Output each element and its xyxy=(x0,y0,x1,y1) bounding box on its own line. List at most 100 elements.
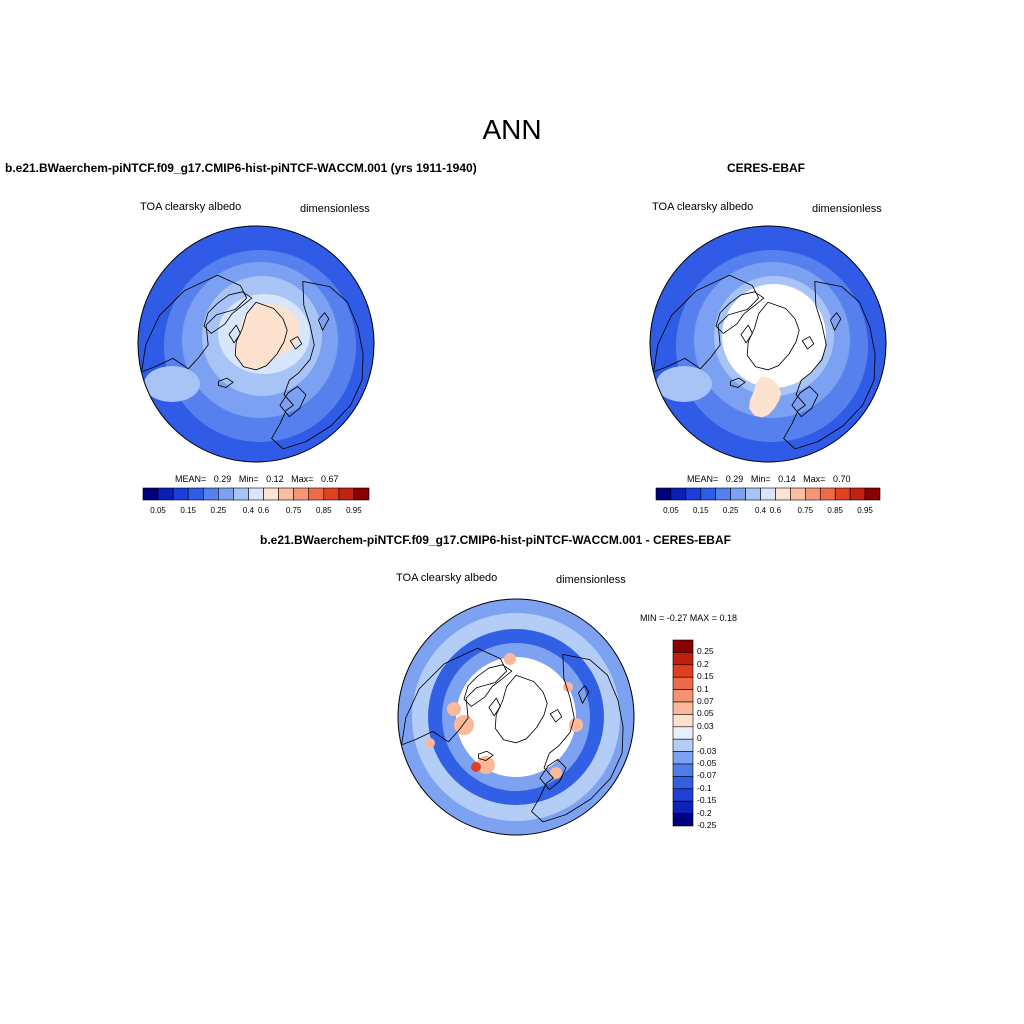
colorbar-tick-label: 0.75 xyxy=(797,506,814,515)
coastline-svalbard xyxy=(289,336,303,350)
colorbar-swatch xyxy=(849,487,866,501)
coastline-eurasia xyxy=(271,281,364,450)
coastline-baffin xyxy=(228,324,241,344)
field-anomaly xyxy=(569,718,583,732)
colorbar-swatch xyxy=(672,689,694,703)
coastline-svalbard xyxy=(801,336,815,350)
field-anomaly xyxy=(749,375,782,418)
diff-panel-title: b.e21.BWaerchem-piNTCF.f09_g17.CMIP6-his… xyxy=(260,533,731,547)
colorbar-swatch xyxy=(248,487,264,501)
colorbar-tick-label: -0.1 xyxy=(697,782,712,793)
colorbar-swatch xyxy=(172,487,189,501)
field-anomaly xyxy=(471,762,481,772)
colorbar-tick-label: 0.25 xyxy=(697,646,714,657)
coastline-svalbard xyxy=(549,709,563,723)
map-boundary xyxy=(137,225,375,463)
coastline-iceland xyxy=(478,750,494,761)
coastline-novaya xyxy=(317,312,330,331)
coastline-baffin xyxy=(740,324,753,344)
colorbar-swatch xyxy=(672,738,694,752)
obs-min-label: Min= xyxy=(750,474,771,484)
colorbar-tick-label: 0.95 xyxy=(346,506,362,515)
colorbar-tick-label: 0.25 xyxy=(722,506,739,515)
colorbar-swatch xyxy=(202,487,219,501)
page-title: ANN xyxy=(482,114,542,145)
coastline-canadaIsl xyxy=(463,664,513,707)
colorbar-tick-label: 0.4 xyxy=(754,506,767,515)
colorbar-swatch xyxy=(672,726,694,740)
coastline-greenland xyxy=(234,301,288,371)
colorbar-tick-label: 0.07 xyxy=(697,696,714,706)
coastline-america xyxy=(653,274,760,373)
colorbar-tick-label: 0.05 xyxy=(697,708,714,719)
colorbar-swatch xyxy=(353,487,370,501)
colorbar-swatch xyxy=(790,487,806,501)
model-max-label: Max= xyxy=(291,474,314,484)
colorbar-swatch xyxy=(672,714,694,728)
colorbar-tick-label: 0.15 xyxy=(697,671,714,682)
field-anomaly xyxy=(425,738,435,748)
colorbar-tick-label: 0.05 xyxy=(150,506,166,515)
coastline-canadaIsl xyxy=(203,291,253,334)
colorbar-swatch xyxy=(293,487,310,501)
coastline-baffin xyxy=(488,697,501,717)
colorbar-swatch xyxy=(672,788,694,802)
colorbar-swatch xyxy=(834,487,851,501)
colorbar-tick-label: 0 xyxy=(697,733,702,744)
coastlines xyxy=(653,274,876,450)
model-colorbar xyxy=(142,487,370,501)
model-units-label: dimensionless xyxy=(300,203,370,215)
colorbar-tick-label: 0.15 xyxy=(180,506,196,515)
colorbar-tick-label: 0.6 xyxy=(769,506,782,515)
coastline-america xyxy=(141,274,248,373)
colorbar-swatch xyxy=(672,701,694,715)
model-mean-value: 0.29 xyxy=(213,474,232,484)
colorbar-swatch xyxy=(655,487,672,501)
colorbar-tick-label: -0.15 xyxy=(697,795,717,806)
coastline-eurasia xyxy=(783,281,876,450)
colorbar-swatch xyxy=(308,487,325,501)
obs-max-value: 0.70 xyxy=(832,474,851,484)
colorbar-tick-label: 0.2 xyxy=(697,658,709,669)
coastline-iceland xyxy=(730,377,746,388)
model-mean-label: MEAN= xyxy=(175,474,207,484)
colorbar-swatch xyxy=(730,487,746,501)
colorbar-tick-label: 0.95 xyxy=(857,506,873,515)
colorbar-swatch xyxy=(672,813,694,827)
colorbar-swatch xyxy=(819,487,836,501)
model-variable-label: TOA clearsky albedo xyxy=(140,201,242,213)
field-anomaly xyxy=(504,653,516,665)
colorbar-swatch xyxy=(187,487,204,501)
obs-max-label: Max= xyxy=(803,474,826,484)
colorbar-swatch xyxy=(864,487,881,501)
colorbar-tick-label: -0.07 xyxy=(697,770,717,781)
colorbar-tick-label: -0.05 xyxy=(697,758,717,768)
colorbar-swatch xyxy=(218,487,234,501)
colorbar-tick-label: -0.2 xyxy=(697,807,712,818)
colorbar-swatch xyxy=(672,676,694,690)
coastline-canadaIsl xyxy=(715,291,765,334)
colorbar-swatch xyxy=(672,639,694,653)
colorbar-swatch xyxy=(263,487,279,501)
diff-units-label: dimensionless xyxy=(556,574,626,586)
obs-mean-label: MEAN= xyxy=(687,474,719,484)
field-anomaly xyxy=(477,756,495,774)
model-min-value: 0.12 xyxy=(266,474,284,484)
colorbar-swatch xyxy=(142,487,159,501)
colorbar-swatch xyxy=(700,487,717,501)
colorbar-tick-label: 0.1 xyxy=(697,683,709,694)
obs-polar-map xyxy=(649,225,887,463)
colorbar-tick-label: 0.03 xyxy=(697,720,714,731)
colorbar-swatch xyxy=(775,487,791,501)
colorbar-tick-label: 0.25 xyxy=(210,506,227,515)
map-boundary xyxy=(649,225,887,463)
colorbar-swatch xyxy=(323,487,340,501)
colorbar-swatch xyxy=(685,487,702,501)
colorbar-tick-label: 0.75 xyxy=(285,506,302,515)
diff-minmax: MIN = -0.27 MAX = 0.18 xyxy=(640,613,738,623)
model-stats: MEAN= 0.29 Min= 0.12 Max= 0.67 xyxy=(175,474,338,484)
map-boundary xyxy=(397,598,635,836)
model-polar-map xyxy=(137,225,375,463)
colorbar-swatch xyxy=(672,652,694,666)
field-anomaly xyxy=(447,702,461,716)
